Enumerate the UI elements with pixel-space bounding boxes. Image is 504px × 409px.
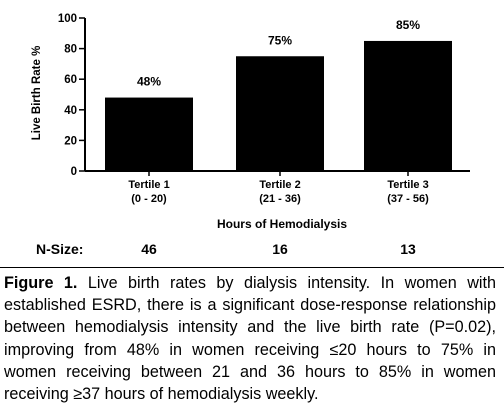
y-tick-label: 80 (64, 44, 77, 56)
bar-chart: 0 20 40 60 80 100 Tertile 1 (0 - 20) Tertile 2 (… (31, 13, 470, 231)
y-tick-label: 20 (64, 135, 77, 147)
x-tick-range-label: (21 - 36) (259, 193, 301, 205)
y-tick-label: 60 (64, 74, 77, 86)
x-tick-range-label: (37 - 56) (387, 193, 429, 205)
y-axis-label: Live Birth Rate % (31, 46, 43, 141)
caption-label: Figure 1. (4, 274, 78, 292)
x-axis: Tertile 1 (0 - 20) Tertile 2 (21 - 36) Terti… (85, 170, 470, 205)
n-size-tertile-3: 13 (400, 241, 416, 257)
y-tick-label: 40 (64, 105, 77, 117)
caption-text: Live birth rates by dialysis intensity. … (4, 274, 496, 404)
x-tick-label: Tertile 1 (128, 179, 169, 191)
bar (105, 97, 193, 171)
x-tick-label: Tertile 2 (259, 179, 300, 191)
y-tick-label: 0 (71, 166, 77, 178)
caption-divider (0, 267, 504, 268)
y-axis: 0 20 40 60 80 100 (58, 13, 86, 178)
n-size-tertile-2: 16 (272, 241, 288, 257)
x-axis-label: Hours of Hemodialysis (217, 217, 347, 231)
n-size-label: N-Size: (36, 241, 84, 257)
bars: 48% 75% 85% (105, 18, 452, 172)
bar (364, 40, 452, 172)
n-size-row: N-Size: 46 16 13 (0, 241, 504, 263)
x-tick-label: Tertile 3 (387, 179, 428, 191)
bar (236, 56, 324, 171)
data-label: 85% (396, 18, 420, 32)
y-tick-label: 100 (58, 13, 77, 25)
data-label: 75% (268, 33, 292, 47)
n-size-tertile-1: 46 (141, 241, 157, 257)
figure-caption: Figure 1. Live birth rates by dialysis i… (4, 272, 496, 405)
data-label: 48% (137, 75, 161, 89)
x-tick-range-label: (0 - 20) (131, 193, 167, 205)
